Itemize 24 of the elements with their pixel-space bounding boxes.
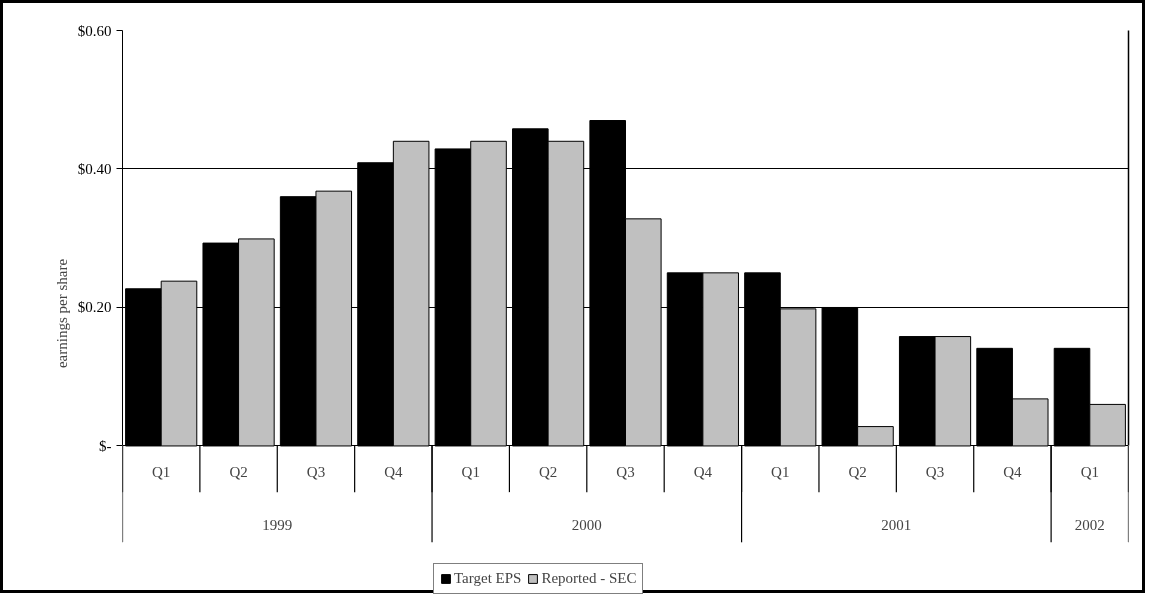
x-tick-label: Q4 <box>1003 464 1023 481</box>
x-tick-label: Q3 <box>925 464 945 481</box>
x-tick-label: Q2 <box>229 464 248 481</box>
x-tick-label: Q3 <box>306 464 326 481</box>
x-tick-label: Q3 <box>616 464 635 481</box>
legend-label: Reported - SEC <box>541 570 637 587</box>
x-tick-label: Q1 <box>1080 464 1099 481</box>
x-tick-label: Q4 <box>384 464 404 481</box>
text: 2000 <box>571 517 602 534</box>
text: 2002 <box>1074 517 1105 534</box>
y-axis-title: earnings per share <box>53 258 70 369</box>
x-tick-label: Q4 <box>693 464 713 481</box>
x-tick-label: Q2 <box>848 464 867 481</box>
y-tick-label: $0.60 <box>77 22 112 39</box>
text: 2001 <box>881 517 912 534</box>
y-tick-label: $0.20 <box>77 299 112 316</box>
x-tick-label: Q1 <box>771 464 790 481</box>
legend-label: Target EPS <box>454 570 522 587</box>
x-tick-label: Q1 <box>461 464 480 481</box>
y-tick-label: $0.40 <box>77 160 112 177</box>
y-tick-label: $- <box>99 437 112 454</box>
text: 1999 <box>262 517 293 534</box>
x-tick-label: Q2 <box>538 464 558 481</box>
x-tick-label: Q1 <box>152 464 171 481</box>
